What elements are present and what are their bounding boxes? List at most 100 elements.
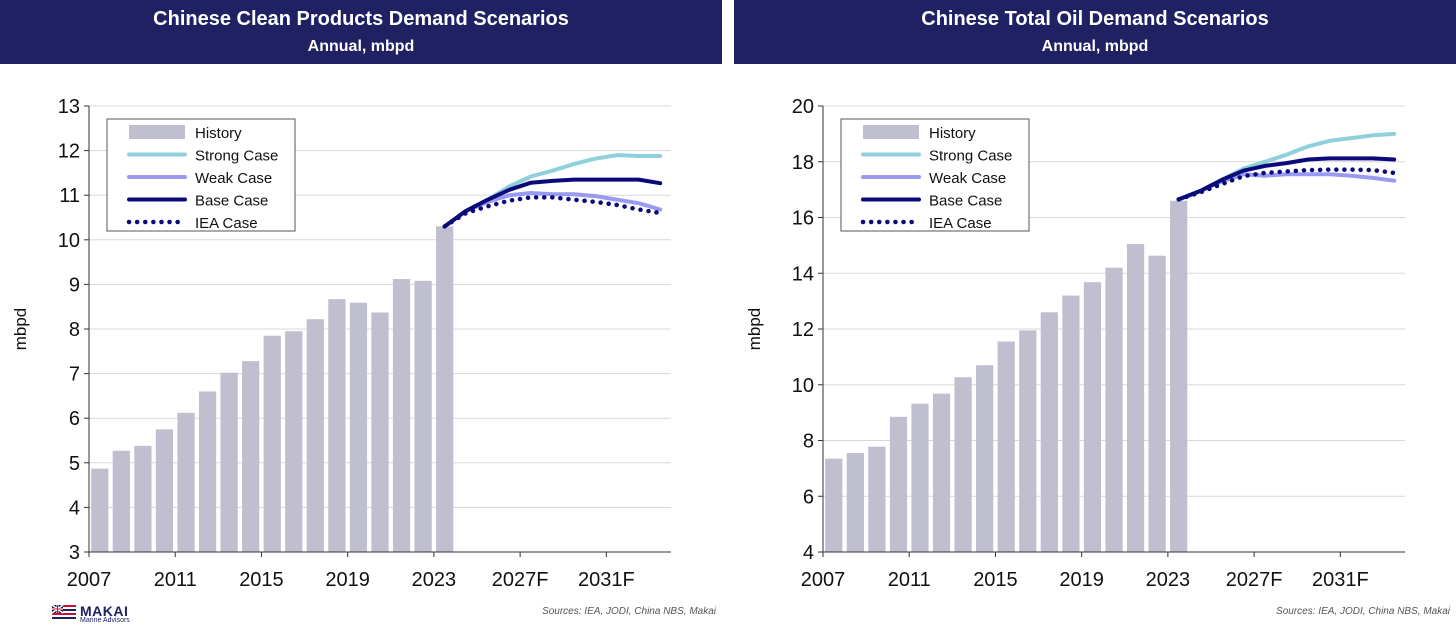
y-tick-label: 7 (69, 364, 80, 386)
legend-label: Weak Case (929, 170, 1006, 187)
y-tick-label: 18 (792, 152, 814, 174)
history-bar (825, 458, 843, 552)
history-bar (436, 226, 454, 553)
x-tick-label: 2031F (578, 569, 635, 591)
source-note: Sources: IEA, JODI, China NBS, Makai (1276, 606, 1450, 617)
clean-products-chart: 3 4 5 6 7 8 9 10 11 12 13 mbpd 2007 2011 2015 2019 2023 2… (11, 96, 671, 591)
y-tick-label: 14 (792, 263, 814, 285)
y-tick-label: 16 (792, 208, 814, 230)
history-bar (220, 372, 238, 552)
x-tick-label: 2007 (801, 569, 846, 591)
series-line-base-case (442, 177, 663, 229)
history-bar (134, 445, 152, 552)
series-line-iea-case (1176, 167, 1397, 202)
chart-subtitle: Annual, mbpd (307, 38, 415, 55)
history-bar (349, 302, 368, 552)
y-tick-label: 8 (803, 431, 814, 453)
x-tick-label: 2019 (1059, 569, 1104, 591)
x-tick-label: 2027F (492, 569, 549, 591)
y-tick-label: 10 (58, 230, 80, 252)
chart-title: Chinese Total Oil Demand Scenarios (921, 8, 1269, 30)
legend-label: Strong Case (929, 148, 1012, 165)
history-bar (911, 403, 929, 552)
history-bar (371, 312, 389, 552)
legend-label: History (195, 125, 242, 142)
history-bar (306, 319, 324, 552)
history-bar (414, 280, 432, 552)
history-bar (392, 279, 411, 552)
legend-label: Base Case (929, 193, 1002, 210)
x-tick-label: 2011 (888, 569, 931, 591)
x-tick-label: 2023 (412, 569, 457, 591)
source-note: Sources: IEA, JODI, China NBS, Makai (542, 606, 716, 617)
x-tick-label: 2007 (67, 569, 112, 591)
legend-label: Base Case (195, 193, 268, 210)
history-bar (889, 416, 908, 552)
history-bar (263, 335, 281, 552)
y-axis-title: mbpd (11, 308, 30, 351)
y-tick-label: 4 (803, 542, 814, 564)
legend-label: Strong Case (195, 148, 278, 165)
history-bar (242, 361, 260, 552)
y-tick-label: 6 (69, 408, 80, 430)
history-bar (1170, 200, 1188, 552)
history-bar (932, 393, 951, 552)
history-bar (177, 412, 195, 552)
history-bar (328, 299, 346, 552)
history-bar (198, 391, 217, 552)
y-axis-title: mbpd (745, 308, 764, 351)
legend-label: History (929, 125, 976, 142)
y-tick-label: 12 (792, 319, 814, 341)
x-tick-label: 2019 (325, 569, 370, 591)
flag-icon (52, 605, 76, 621)
chart-header: Chinese Total Oil Demand Scenarios Annua… (734, 0, 1456, 64)
legend-swatch-history (129, 125, 185, 139)
history-bar (1019, 330, 1037, 552)
history-bar (285, 331, 303, 552)
total-oil-chart: 4 6 8 10 12 14 16 18 20 mbpd 2007 2011 2015 2019 2023 2… (745, 96, 1405, 591)
x-tick-label: 2023 (1146, 569, 1191, 591)
y-tick-label: 10 (792, 375, 814, 397)
legend-label: IEA Case (195, 215, 258, 232)
x-tick-label: 2031F (1312, 569, 1369, 591)
y-tick-label: 11 (59, 185, 80, 207)
logo-tagline: Marine Advisors (80, 617, 130, 624)
history-bar (1062, 295, 1080, 552)
logo-name: MAKAI (80, 603, 129, 619)
history-bar (1148, 255, 1166, 552)
history-bar (976, 365, 994, 552)
y-tick-label: 8 (69, 319, 80, 341)
series-line-strong-case (442, 153, 663, 229)
history-bar (91, 468, 109, 552)
total-oil-panel: Chinese Total Oil Demand Scenarios Annua… (734, 0, 1456, 628)
history-bar (1126, 243, 1145, 552)
x-tick-label: 2015 (973, 569, 1018, 591)
history-bar (997, 341, 1015, 552)
chart-title: Chinese Clean Products Demand Scenarios (153, 8, 569, 30)
y-tick-label: 20 (792, 96, 814, 118)
x-tick-label: 2015 (239, 569, 284, 591)
history-bar (1083, 282, 1102, 552)
history-bar (1040, 312, 1058, 552)
legend-swatch-history (863, 125, 919, 139)
y-tick-label: 5 (69, 453, 80, 475)
legend-label: Weak Case (195, 170, 272, 187)
series-line-iea-case (442, 195, 663, 229)
y-tick-label: 9 (69, 274, 80, 296)
history-bar (155, 429, 174, 552)
chart-header: Chinese Clean Products Demand Scenarios … (0, 0, 722, 64)
history-bar (954, 377, 972, 552)
y-tick-label: 12 (58, 141, 80, 163)
clean-products-panel: Chinese Clean Products Demand Scenarios … (0, 0, 722, 628)
history-bar (112, 450, 130, 552)
history-bar (846, 453, 864, 552)
y-tick-label: 4 (69, 497, 80, 519)
chart-subtitle: Annual, mbpd (1041, 38, 1149, 55)
x-tick-label: 2011 (154, 569, 197, 591)
y-tick-label: 6 (803, 486, 814, 508)
series-line-base-case (1176, 156, 1397, 202)
x-tick-label: 2027F (1226, 569, 1283, 591)
y-tick-label: 13 (58, 96, 80, 118)
history-bar (868, 446, 886, 552)
history-bar (1105, 267, 1123, 552)
